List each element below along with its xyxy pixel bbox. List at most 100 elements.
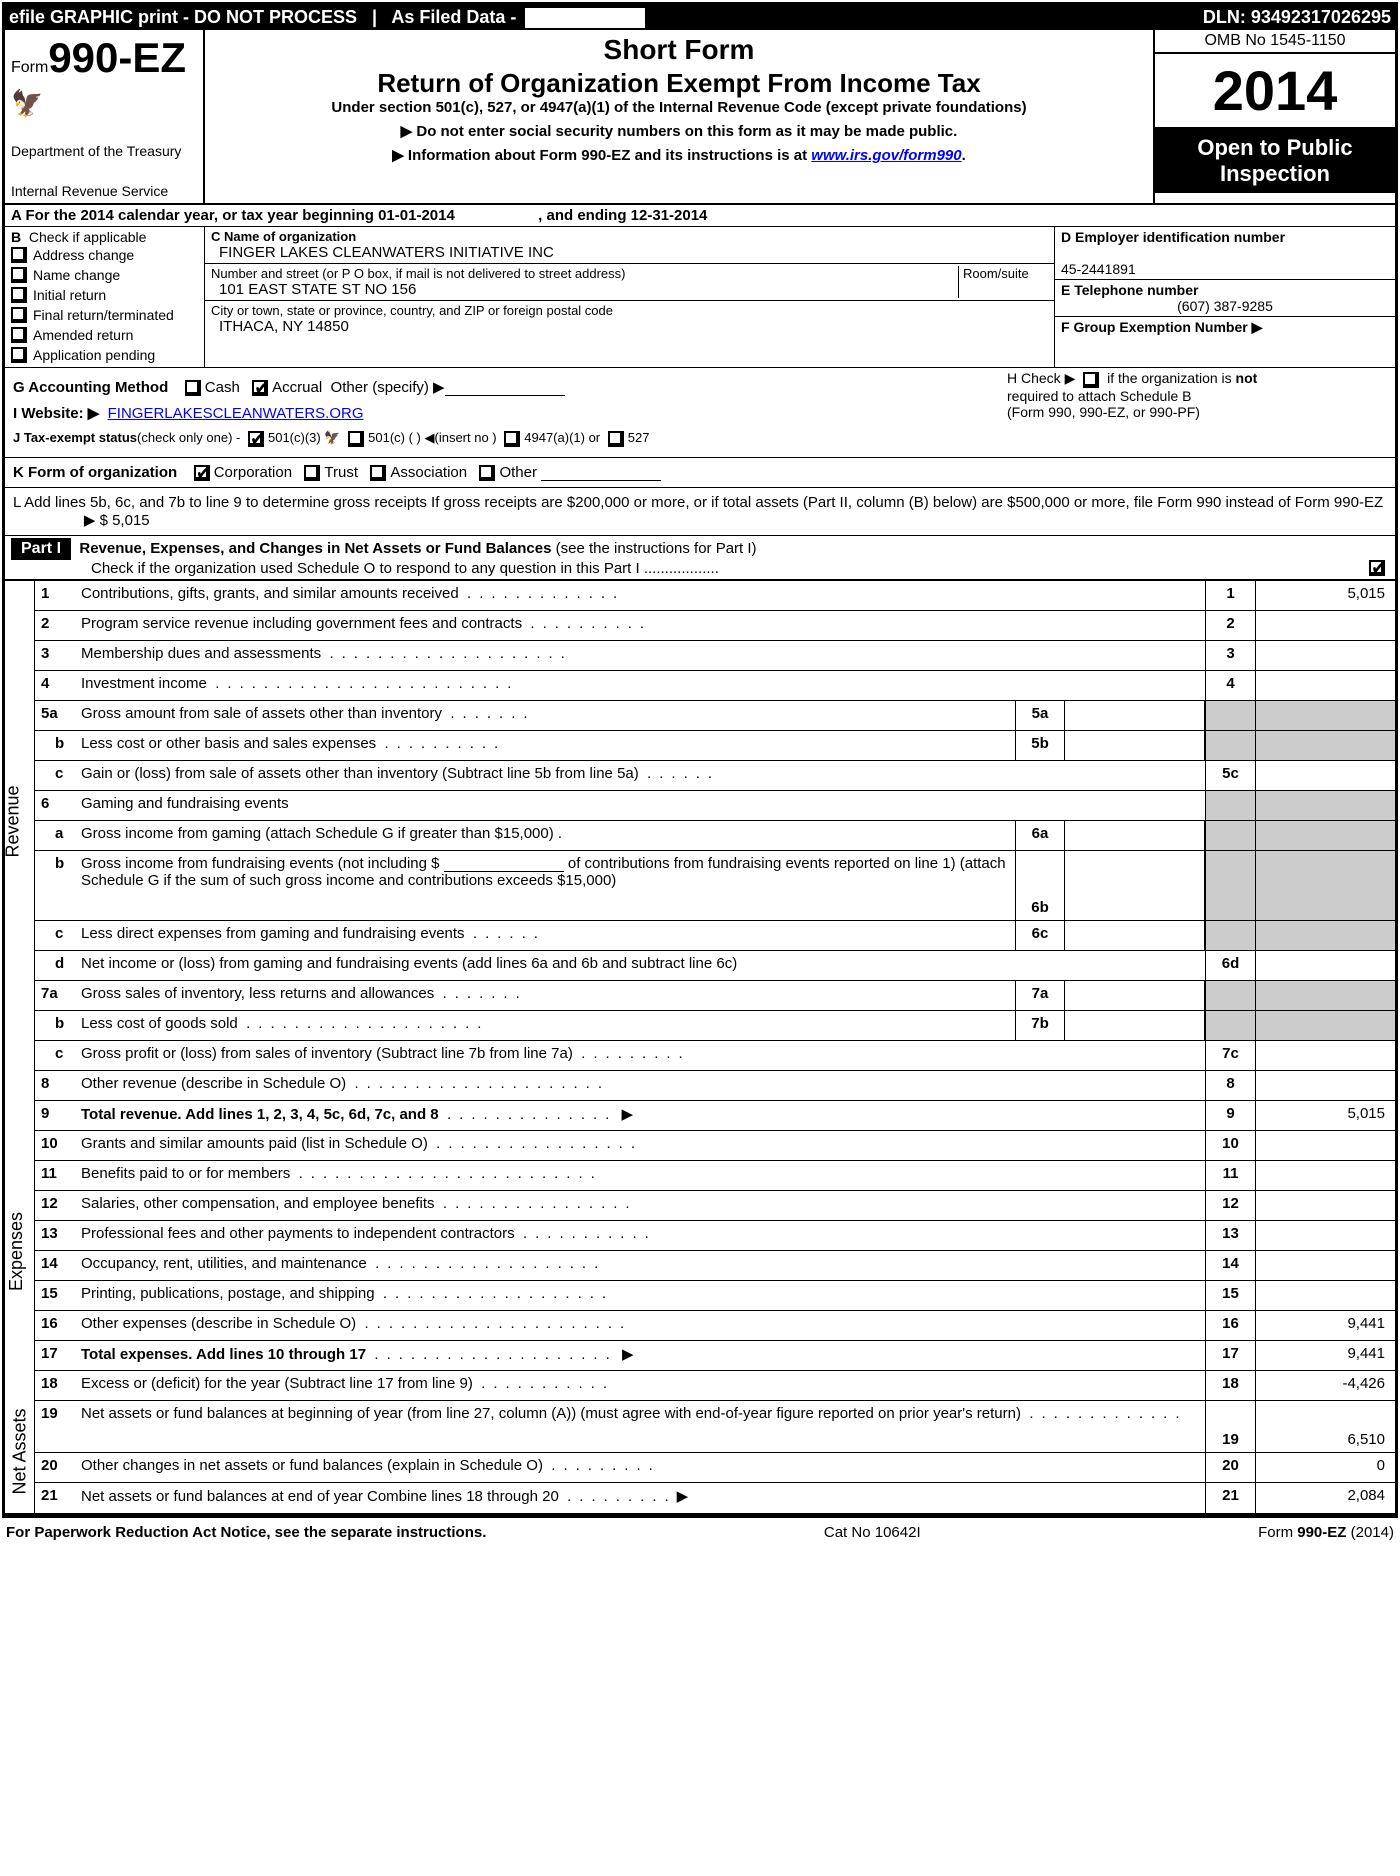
line-1-val: 5,015 bbox=[1255, 581, 1395, 610]
line-6a-subval bbox=[1065, 821, 1205, 850]
open-line1: Open to Public bbox=[1155, 135, 1395, 161]
line-13-lbl: 13 bbox=[1205, 1221, 1255, 1250]
chk-other-org[interactable] bbox=[479, 465, 495, 481]
line-6b-num: b bbox=[35, 851, 75, 920]
chk-trust[interactable] bbox=[304, 465, 320, 481]
lbl-501c3: 501(c)(3) bbox=[268, 430, 321, 445]
line-9: 9 Total revenue. Add lines 1, 2, 3, 4, 5… bbox=[35, 1101, 1395, 1131]
line-7b-subval bbox=[1065, 1011, 1205, 1040]
b-check-label: Check if applicable bbox=[29, 229, 147, 245]
website-link[interactable]: FINGERLAKESCLEANWATERS.ORG bbox=[108, 405, 364, 422]
h-block: H Check ▶ if the organization is not req… bbox=[1007, 370, 1387, 419]
line-16-val: 9,441 bbox=[1255, 1311, 1395, 1340]
part1-label: Part I bbox=[11, 538, 71, 560]
other-method-input[interactable] bbox=[445, 395, 565, 396]
side-expenses-label: Expenses bbox=[6, 1212, 27, 1291]
chk-cash[interactable] bbox=[185, 380, 201, 396]
line-8-lbl: 8 bbox=[1205, 1071, 1255, 1100]
chk-4947[interactable] bbox=[504, 431, 520, 447]
line-21-lbl: 21 bbox=[1205, 1483, 1255, 1513]
line-20-desc: Other changes in net assets or fund bala… bbox=[81, 1457, 543, 1474]
l-amount: $ 5,015 bbox=[100, 512, 150, 529]
chk-assoc[interactable] bbox=[370, 465, 386, 481]
line-4-desc: Investment income bbox=[81, 675, 207, 692]
org-name: FINGER LAKES CLEANWATERS INITIATIVE INC bbox=[219, 244, 554, 261]
lbl-501c: 501(c) ( ) ◀(insert no ) bbox=[368, 430, 496, 445]
line-14-desc: Occupancy, rent, utilities, and maintena… bbox=[81, 1255, 367, 1272]
chk-corp[interactable] bbox=[194, 465, 210, 481]
line-1-desc: Contributions, gifts, grants, and simila… bbox=[81, 585, 459, 602]
line-18: 18 Excess or (deficit) for the year (Sub… bbox=[35, 1371, 1395, 1401]
chk-schedule-o[interactable] bbox=[1369, 560, 1385, 576]
lbl-cash: Cash bbox=[205, 379, 240, 396]
line-13-val bbox=[1255, 1221, 1395, 1250]
line-6b-sub: 6b bbox=[1015, 851, 1065, 920]
chk-final-return[interactable] bbox=[11, 307, 27, 323]
lbl-application-pending: Application pending bbox=[33, 347, 155, 363]
line-20-num: 20 bbox=[35, 1453, 75, 1482]
as-filed-input[interactable] bbox=[525, 8, 645, 28]
chk-527[interactable] bbox=[608, 431, 624, 447]
expenses-section: Expenses 10 Grants and similar amounts p… bbox=[5, 1131, 1395, 1371]
tax-year: 2014 bbox=[1155, 54, 1395, 129]
line-21-desc: Net assets or fund balances at end of ye… bbox=[81, 1488, 559, 1505]
under-section: Under section 501(c), 527, or 4947(a)(1)… bbox=[215, 99, 1143, 116]
line-9-lbl: 9 bbox=[1205, 1101, 1255, 1130]
line-3-num: 3 bbox=[35, 641, 75, 670]
line-5b: b Less cost or other basis and sales exp… bbox=[35, 731, 1395, 761]
line-7b-sub: 7b bbox=[1015, 1011, 1065, 1040]
chk-h[interactable] bbox=[1083, 372, 1099, 388]
line-6a-num: a bbox=[35, 821, 75, 850]
l-text: L Add lines 5b, 6c, and 7b to line 9 to … bbox=[13, 494, 1383, 511]
footer-right-pre: Form bbox=[1258, 1524, 1297, 1541]
lbl-name-change: Name change bbox=[33, 267, 120, 283]
line-13-num: 13 bbox=[35, 1221, 75, 1250]
line-16: 16 Other expenses (describe in Schedule … bbox=[35, 1311, 1395, 1341]
footer-mid: Cat No 10642I bbox=[824, 1524, 921, 1541]
chk-501c3[interactable] bbox=[248, 431, 264, 447]
irs-link[interactable]: www.irs.gov/form990 bbox=[811, 147, 961, 164]
line-1-num: 1 bbox=[35, 581, 75, 610]
form-header: Form990-EZ 🦅 Department of the Treasury … bbox=[5, 30, 1395, 205]
part1-check-line: Check if the organization used Schedule … bbox=[91, 560, 640, 577]
chk-name-change[interactable] bbox=[11, 267, 27, 283]
lbl-other-org: Other bbox=[499, 464, 537, 481]
line-7a-num: 7a bbox=[35, 981, 75, 1010]
chk-amended-return[interactable] bbox=[11, 327, 27, 343]
chk-accrual[interactable] bbox=[252, 380, 268, 396]
line-6b-desc: Gross income from fundraising events (no… bbox=[75, 851, 1015, 920]
room-label: Room/suite bbox=[963, 266, 1029, 281]
line-17-num: 17 bbox=[35, 1341, 75, 1370]
line-6c-val bbox=[1255, 921, 1395, 950]
line-15-num: 15 bbox=[35, 1281, 75, 1310]
line-2-lbl: 2 bbox=[1205, 611, 1255, 640]
chk-application-pending[interactable] bbox=[11, 347, 27, 363]
lbl-address-change: Address change bbox=[33, 247, 134, 263]
chk-address-change[interactable] bbox=[11, 247, 27, 263]
line-5b-sub: 5b bbox=[1015, 731, 1065, 760]
line-6c-desc: Less direct expenses from gaming and fun… bbox=[81, 925, 465, 942]
line-9-val: 5,015 bbox=[1255, 1101, 1395, 1130]
chk-initial-return[interactable] bbox=[11, 287, 27, 303]
line-8-desc: Other revenue (describe in Schedule O) bbox=[81, 1075, 346, 1092]
line-6-desc: Gaming and fundraising events bbox=[81, 795, 289, 812]
info-block: H Check ▶ if the organization is not req… bbox=[5, 368, 1395, 458]
info-pre: ▶ Information about Form 990-EZ and its … bbox=[392, 147, 811, 164]
line-3: 3 Membership dues and assessments ......… bbox=[35, 641, 1395, 671]
line-6b-lbl bbox=[1205, 851, 1255, 920]
other-org-input[interactable] bbox=[541, 480, 661, 481]
line-4-val bbox=[1255, 671, 1395, 700]
line-9-num: 9 bbox=[35, 1101, 75, 1130]
line-6-lbl bbox=[1205, 791, 1255, 820]
line-17-arrow: ▶ bbox=[622, 1346, 634, 1363]
chk-501c[interactable] bbox=[348, 431, 364, 447]
omb-number: OMB No 1545-1150 bbox=[1155, 30, 1395, 54]
dept-treasury: Department of the Treasury bbox=[11, 143, 197, 159]
h-line2: required to attach Schedule B bbox=[1007, 388, 1191, 404]
h-not: not bbox=[1236, 370, 1258, 386]
line-7a-subval bbox=[1065, 981, 1205, 1010]
line-5c: c Gain or (loss) from sale of assets oth… bbox=[35, 761, 1395, 791]
line-19: 19 Net assets or fund balances at beginn… bbox=[35, 1401, 1395, 1453]
line-7c-val bbox=[1255, 1041, 1395, 1070]
line-13: 13 Professional fees and other payments … bbox=[35, 1221, 1395, 1251]
